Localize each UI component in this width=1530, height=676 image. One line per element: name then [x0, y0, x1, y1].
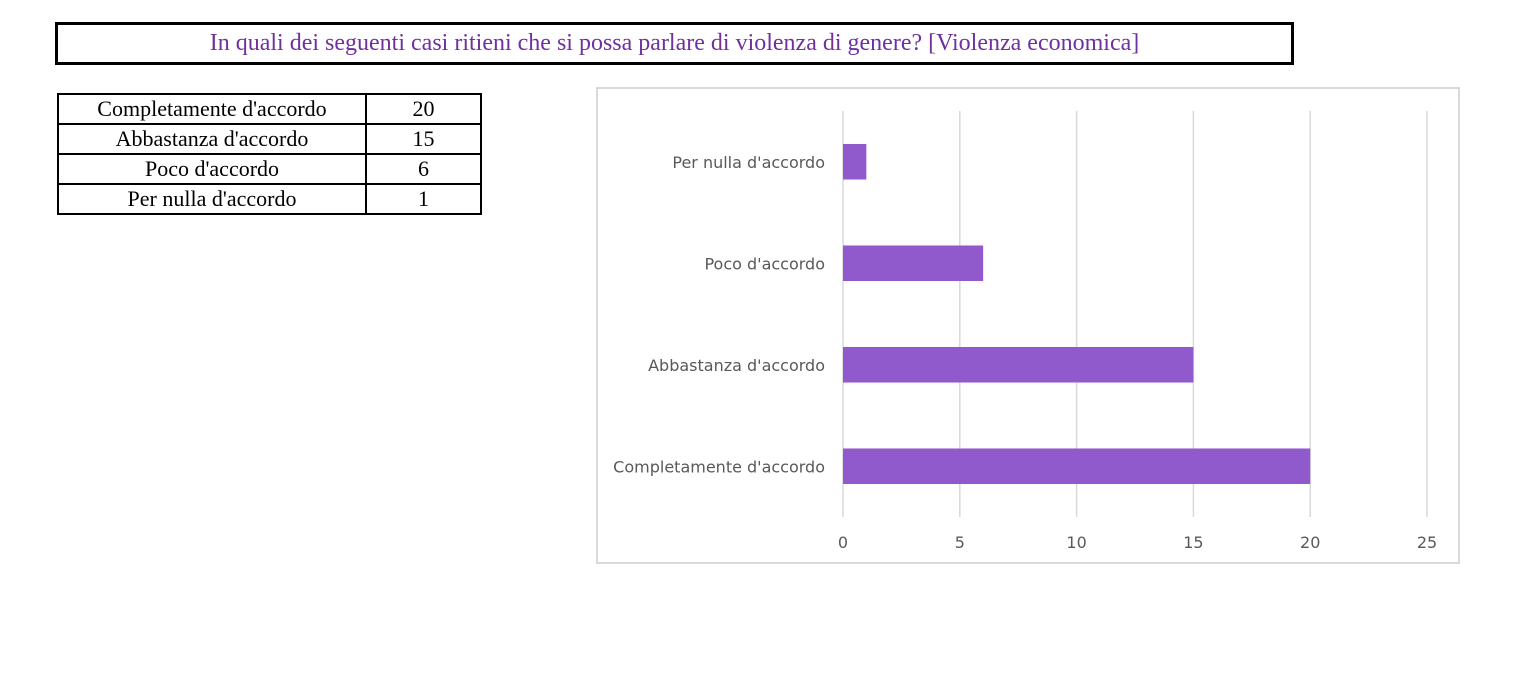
- page-title: In quali dei seguenti casi ritieni che s…: [55, 22, 1294, 65]
- bar: [843, 346, 1194, 383]
- y-category-label: Per nulla d'accordo: [672, 153, 825, 172]
- table-cell-label: Abbastanza d'accordo: [57, 123, 367, 155]
- table-cell-label: Per nulla d'accordo: [57, 183, 367, 215]
- table-cell-value: 20: [365, 93, 482, 125]
- table-cell-value: 6: [365, 153, 482, 185]
- table-cell-value: 1: [365, 183, 482, 215]
- x-tick-label: 20: [1300, 533, 1320, 552]
- x-tick-label: 25: [1417, 533, 1437, 552]
- chart-frame: 0 5 10 15 20 25 Per nulla d'accordo Poco d'acco…: [596, 87, 1460, 564]
- x-tick-label: 5: [955, 533, 965, 552]
- table-row: Poco d'accordo 6: [57, 153, 482, 185]
- y-category-label: Abbastanza d'accordo: [648, 356, 825, 375]
- table-row: Completamente d'accordo 20: [57, 93, 482, 125]
- table-cell-label: Poco d'accordo: [57, 153, 367, 185]
- bar: [843, 143, 867, 180]
- bar: [843, 448, 1311, 485]
- y-category-label: Completamente d'accordo: [613, 457, 825, 476]
- x-tick-label: 0: [838, 533, 848, 552]
- x-tick-label: 10: [1066, 533, 1086, 552]
- table-cell-label: Completamente d'accordo: [57, 93, 367, 125]
- table-row: Abbastanza d'accordo 15: [57, 123, 482, 155]
- y-category-label: Poco d'accordo: [704, 254, 825, 273]
- summary-table: Completamente d'accordo 20 Abbastanza d'…: [57, 93, 482, 215]
- bar-chart: 0 5 10 15 20 25 Per nulla d'accordo Poco d'acco…: [613, 111, 1437, 552]
- bar: [843, 245, 984, 282]
- x-tick-label: 15: [1183, 533, 1203, 552]
- table-cell-value: 15: [365, 123, 482, 155]
- table-row: Per nulla d'accordo 1: [57, 183, 482, 215]
